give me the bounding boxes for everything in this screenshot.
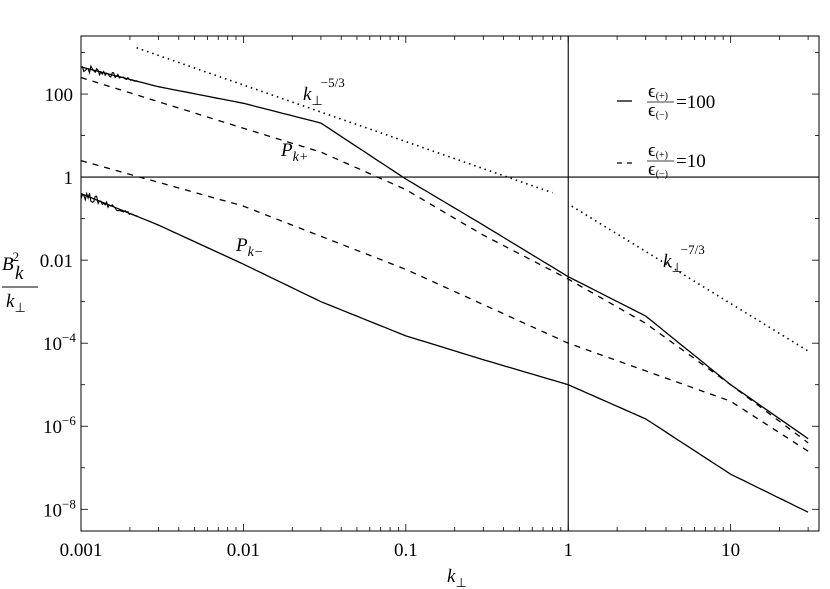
series-line-dotted-5 [571,205,809,352]
y-axis-label: B2 k k⊥ [2,249,38,315]
series-line-solid-0 [80,66,809,440]
svg-text:ϵ(+): ϵ(+) [648,140,668,161]
y-tick-label: 1 [64,168,74,189]
annotation-k-5-3: k⊥−5/3 [303,75,345,108]
y-tick-label: 10−8 [43,496,76,521]
svg-text:k: k [15,263,24,284]
y-tick-label: 0.01 [40,251,73,272]
plot-frame [80,35,820,532]
plot-area-border [80,35,820,532]
annotation-pk-minus: Pk− [235,235,263,260]
series-noise-1 [80,191,139,217]
svg-text:=10: =10 [676,151,706,172]
series-line-dashed-2 [80,159,809,452]
y-tick-label: 10−6 [43,413,76,438]
x-tick-label: 0.1 [394,540,418,561]
y-tick-label: 100 [45,85,74,106]
x-tick-label: 1 [563,540,573,561]
annotation-k-7-3: k⊥−7/3 [663,242,705,275]
x-axis-label: k⊥ [447,566,467,589]
legend: ϵ(+) ϵ(−) =100 ϵ(+) ϵ(−) =10 [617,81,715,180]
x-tick-label: 0.001 [60,540,103,561]
legend-entry-dashed: ϵ(+) ϵ(−) =10 [617,140,706,180]
series-line-solid-3 [80,192,809,513]
svg-text:ϵ(−): ϵ(−) [648,100,668,121]
svg-text:=100: =100 [676,92,715,113]
svg-text:ϵ(+): ϵ(+) [648,81,668,102]
series-noise-0 [80,64,139,83]
svg-text:ϵ(−): ϵ(−) [648,159,668,180]
svg-text:k⊥: k⊥ [6,291,26,315]
x-tick-label: 10 [721,540,740,561]
series-group [80,47,809,513]
reference-lines [81,36,819,531]
annotation-pk-plus: Pk+ [280,140,308,165]
svg-text:B2: B2 [2,249,19,275]
series-line-dotted-4 [136,47,553,194]
series-line-dashed-1 [80,76,809,444]
y-tick-label: 10−4 [43,330,76,355]
legend-entry-solid: ϵ(+) ϵ(−) =100 [617,81,715,121]
axis-ticks: 0.001 0.01 0.1 1 10 100 1 0.01 10−4 10−6 10−8 [40,36,819,561]
x-tick-label: 0.01 [227,540,260,561]
